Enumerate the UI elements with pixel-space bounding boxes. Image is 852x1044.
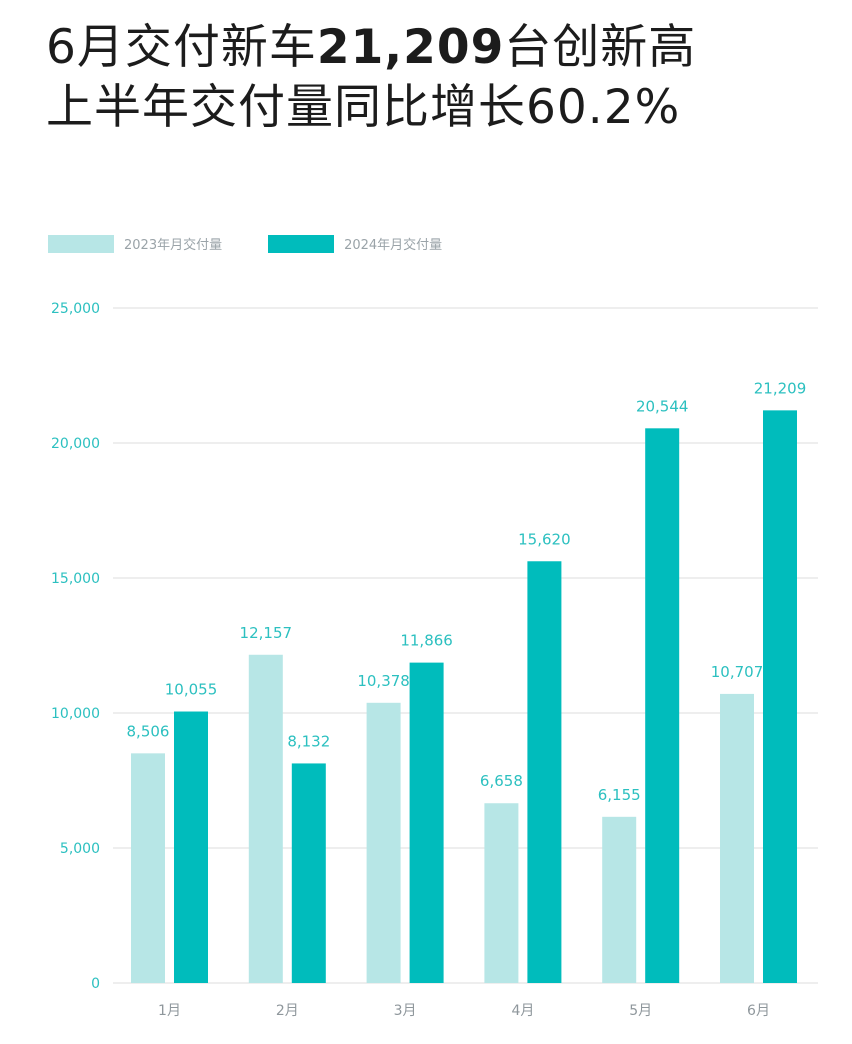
data-label: 10,707: [711, 663, 764, 681]
x-category-label: 3月: [394, 1003, 417, 1019]
data-label: 10,055: [165, 681, 218, 699]
data-label: 12,157: [240, 624, 293, 642]
x-category-label: 1月: [158, 1003, 181, 1019]
bar-2024: [527, 561, 562, 983]
data-label: 6,658: [480, 772, 523, 790]
bar-2024: [409, 662, 444, 983]
bar-2023: [248, 654, 283, 983]
data-label: 8,506: [127, 722, 170, 740]
data-label: 21,209: [754, 379, 807, 397]
headline-line-2: 上半年交付量同比增长60.2%: [46, 80, 681, 135]
headline-prefix: 6月交付新车: [46, 20, 317, 75]
headline-highlight-number: 21,209: [316, 20, 505, 75]
x-category-label: 5月: [629, 1003, 652, 1019]
bar-2024: [645, 428, 680, 983]
bar-2024: [763, 410, 797, 983]
data-label: 6,155: [598, 786, 641, 804]
bar-2023: [720, 693, 754, 983]
y-tick-label: 15,000: [51, 571, 100, 587]
x-category-label: 2月: [276, 1003, 299, 1019]
data-label: 20,544: [636, 397, 689, 415]
bar-2023: [366, 702, 401, 983]
headline: 6月交付新车21,209台创新高 上半年交付量同比增长60.2%: [46, 18, 696, 138]
bar-2024: [174, 711, 208, 983]
legend-swatch-2024: [268, 234, 335, 253]
x-category-label: 4月: [511, 1003, 534, 1019]
bar-2023: [484, 803, 519, 983]
data-label: 10,378: [357, 672, 410, 690]
y-tick-label: 25,000: [51, 301, 100, 317]
y-tick-label: 10,000: [51, 706, 100, 722]
data-label: 11,866: [400, 632, 453, 650]
y-tick-label: 0: [91, 976, 100, 992]
bar-2023: [131, 753, 165, 983]
bar-2023: [602, 816, 637, 983]
headline-line-1: 6月交付新车21,209台创新高: [46, 18, 696, 78]
bar-2024: [291, 763, 326, 983]
y-tick-label: 5,000: [60, 841, 100, 857]
legend-label-2024: 2024年月交付量: [344, 238, 443, 253]
legend-label-2023: 2023年月交付量: [124, 238, 223, 253]
legend-item-2024: 2024年月交付量: [268, 234, 442, 253]
legend-swatch-2023: [48, 234, 114, 253]
headline-suffix: 台创新高: [504, 20, 697, 75]
data-label: 15,620: [518, 530, 571, 548]
legend-item-2023: 2023年月交付量: [48, 234, 222, 253]
x-category-label: 6月: [747, 1003, 770, 1019]
y-tick-label: 20,000: [51, 436, 100, 452]
chart-legend: 2023年月交付量 2024年月交付量: [48, 234, 488, 253]
data-label: 8,132: [287, 732, 330, 750]
